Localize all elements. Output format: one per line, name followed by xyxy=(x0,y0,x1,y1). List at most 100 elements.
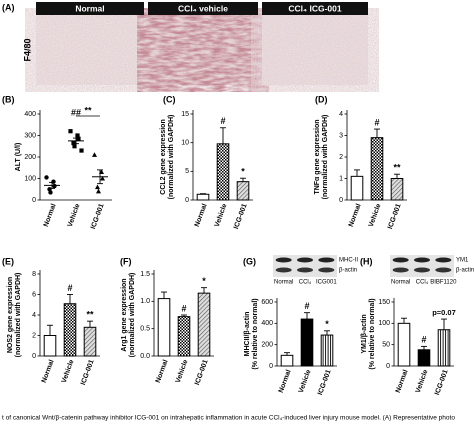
y-tick-label: 0 xyxy=(32,197,36,204)
x-tick-label: Normal xyxy=(278,369,293,394)
data-point xyxy=(48,190,53,195)
data-point xyxy=(52,183,57,189)
bar xyxy=(197,292,211,357)
y-tick-label: 2 xyxy=(339,154,343,161)
annotation: # xyxy=(181,303,186,313)
stain-label: F4/80 xyxy=(22,38,32,61)
panel-label: (D) xyxy=(315,94,328,104)
blot-label: β-actin xyxy=(339,268,357,274)
y-tick-label: 6 xyxy=(32,291,36,298)
bar xyxy=(320,334,334,367)
data-point xyxy=(79,148,84,153)
y-tick-label: 4 xyxy=(339,111,343,118)
x-tick-label: ICG-001 xyxy=(434,369,450,396)
annotation: ** xyxy=(84,105,92,115)
blot-lane-label: BIBF1120 xyxy=(430,280,457,286)
y-tick-label: 600 xyxy=(261,299,273,306)
bar xyxy=(157,298,171,357)
blot-lane-label: CCl₄ xyxy=(299,280,312,286)
bar xyxy=(417,349,431,367)
y-tick-label: 0 xyxy=(269,363,273,370)
y-tick-label: 5 xyxy=(185,168,189,175)
data-point xyxy=(92,152,97,157)
bar xyxy=(437,329,451,367)
y-axis-label: (normalized with GAPDH) xyxy=(168,115,175,200)
bar xyxy=(236,181,250,201)
panel-label: (H) xyxy=(360,256,373,266)
panel-label: (A) xyxy=(2,2,15,12)
panel-label: (E) xyxy=(2,256,14,266)
y-axis-label: (normalized with GAPDH) xyxy=(322,115,329,200)
bar xyxy=(370,137,384,201)
blot-label: YM1 xyxy=(456,258,469,264)
blot-band xyxy=(392,267,409,273)
bar xyxy=(397,322,411,367)
annotation: # xyxy=(374,117,379,127)
blot-band xyxy=(435,267,452,273)
x-tick-label: ICG-001 xyxy=(80,359,96,386)
y-tick-label: 10 xyxy=(181,140,189,147)
y-axis-label: MHCII/β-actin xyxy=(244,312,251,357)
blot-label: β-actin xyxy=(456,268,474,274)
y-tick-label: 200 xyxy=(261,342,273,349)
y-tick-label: 50 xyxy=(382,342,390,349)
bar xyxy=(63,303,77,357)
blot-band xyxy=(318,267,335,273)
y-axis-label: Arg1 gene expression xyxy=(121,278,128,351)
column-label: CCl₄ ICG-001 xyxy=(288,3,341,13)
column-label: CCl₄ vehicle xyxy=(178,3,228,13)
data-point xyxy=(72,144,77,149)
y-tick-label: 1.0 xyxy=(140,298,150,305)
y-tick-label: 150 xyxy=(378,299,390,306)
y-axis-label: (% relative to normal) xyxy=(369,298,376,369)
y-tick-label: 0.5 xyxy=(140,326,150,333)
micrograph-texture xyxy=(262,15,368,85)
bar xyxy=(280,354,294,367)
y-tick-label: 200 xyxy=(24,154,36,161)
y-axis-label: NOS2 gene expression xyxy=(7,277,14,353)
data-point xyxy=(100,175,105,181)
bar xyxy=(390,178,404,201)
blot-band xyxy=(392,257,409,263)
micrograph-texture xyxy=(36,15,144,85)
x-tick-label: Vehicle xyxy=(67,203,82,228)
y-axis-label: (normalized with GAPDH) xyxy=(129,273,136,358)
blot-band xyxy=(414,257,430,263)
blot-lane-label: CCl₄ xyxy=(416,280,429,286)
blot-band xyxy=(414,267,430,273)
y-tick-label: 0 xyxy=(32,353,36,360)
x-tick-label: Normal xyxy=(41,359,56,384)
annotation: ## xyxy=(71,107,81,117)
x-tick-label: Vehicle xyxy=(415,369,430,394)
y-axis-label: (% relative to normal) xyxy=(252,298,259,369)
y-tick-label: 1.5 xyxy=(140,271,150,278)
data-point xyxy=(95,184,100,190)
y-tick-label: 0 xyxy=(185,197,189,204)
micrograph-row: Normal CCl₄ vehicle CCl₄ ICG-001 F4/80 xyxy=(22,2,368,85)
y-tick-label: 400 xyxy=(261,320,273,327)
caption: t of canonical Wnt/β-catenin pathway inh… xyxy=(2,415,455,422)
bar xyxy=(83,326,97,357)
annotation: # xyxy=(304,301,309,311)
y-tick-label: 300 xyxy=(24,132,36,139)
panel-label: (F) xyxy=(120,256,132,266)
y-axis-label: CCL2 gene expression xyxy=(160,119,167,194)
data-point xyxy=(75,133,80,138)
y-tick-label: 3 xyxy=(339,132,343,139)
column-label: Normal xyxy=(75,3,104,13)
y-tick-label: 15 xyxy=(181,111,189,118)
blot-band xyxy=(318,257,335,263)
blot-band xyxy=(435,257,452,263)
x-tick-label: Vehicle xyxy=(61,359,76,384)
x-tick-label: Normal xyxy=(395,369,410,394)
blot-band xyxy=(297,267,313,273)
annotation: # xyxy=(67,283,72,293)
annotation: * xyxy=(202,276,206,286)
bar xyxy=(177,316,191,357)
annotation: # xyxy=(220,116,225,126)
panel-label: (C) xyxy=(163,94,176,104)
micrograph-texture xyxy=(148,15,258,85)
y-axis-label: TNFα gene expression xyxy=(314,119,321,194)
bar xyxy=(300,318,314,367)
